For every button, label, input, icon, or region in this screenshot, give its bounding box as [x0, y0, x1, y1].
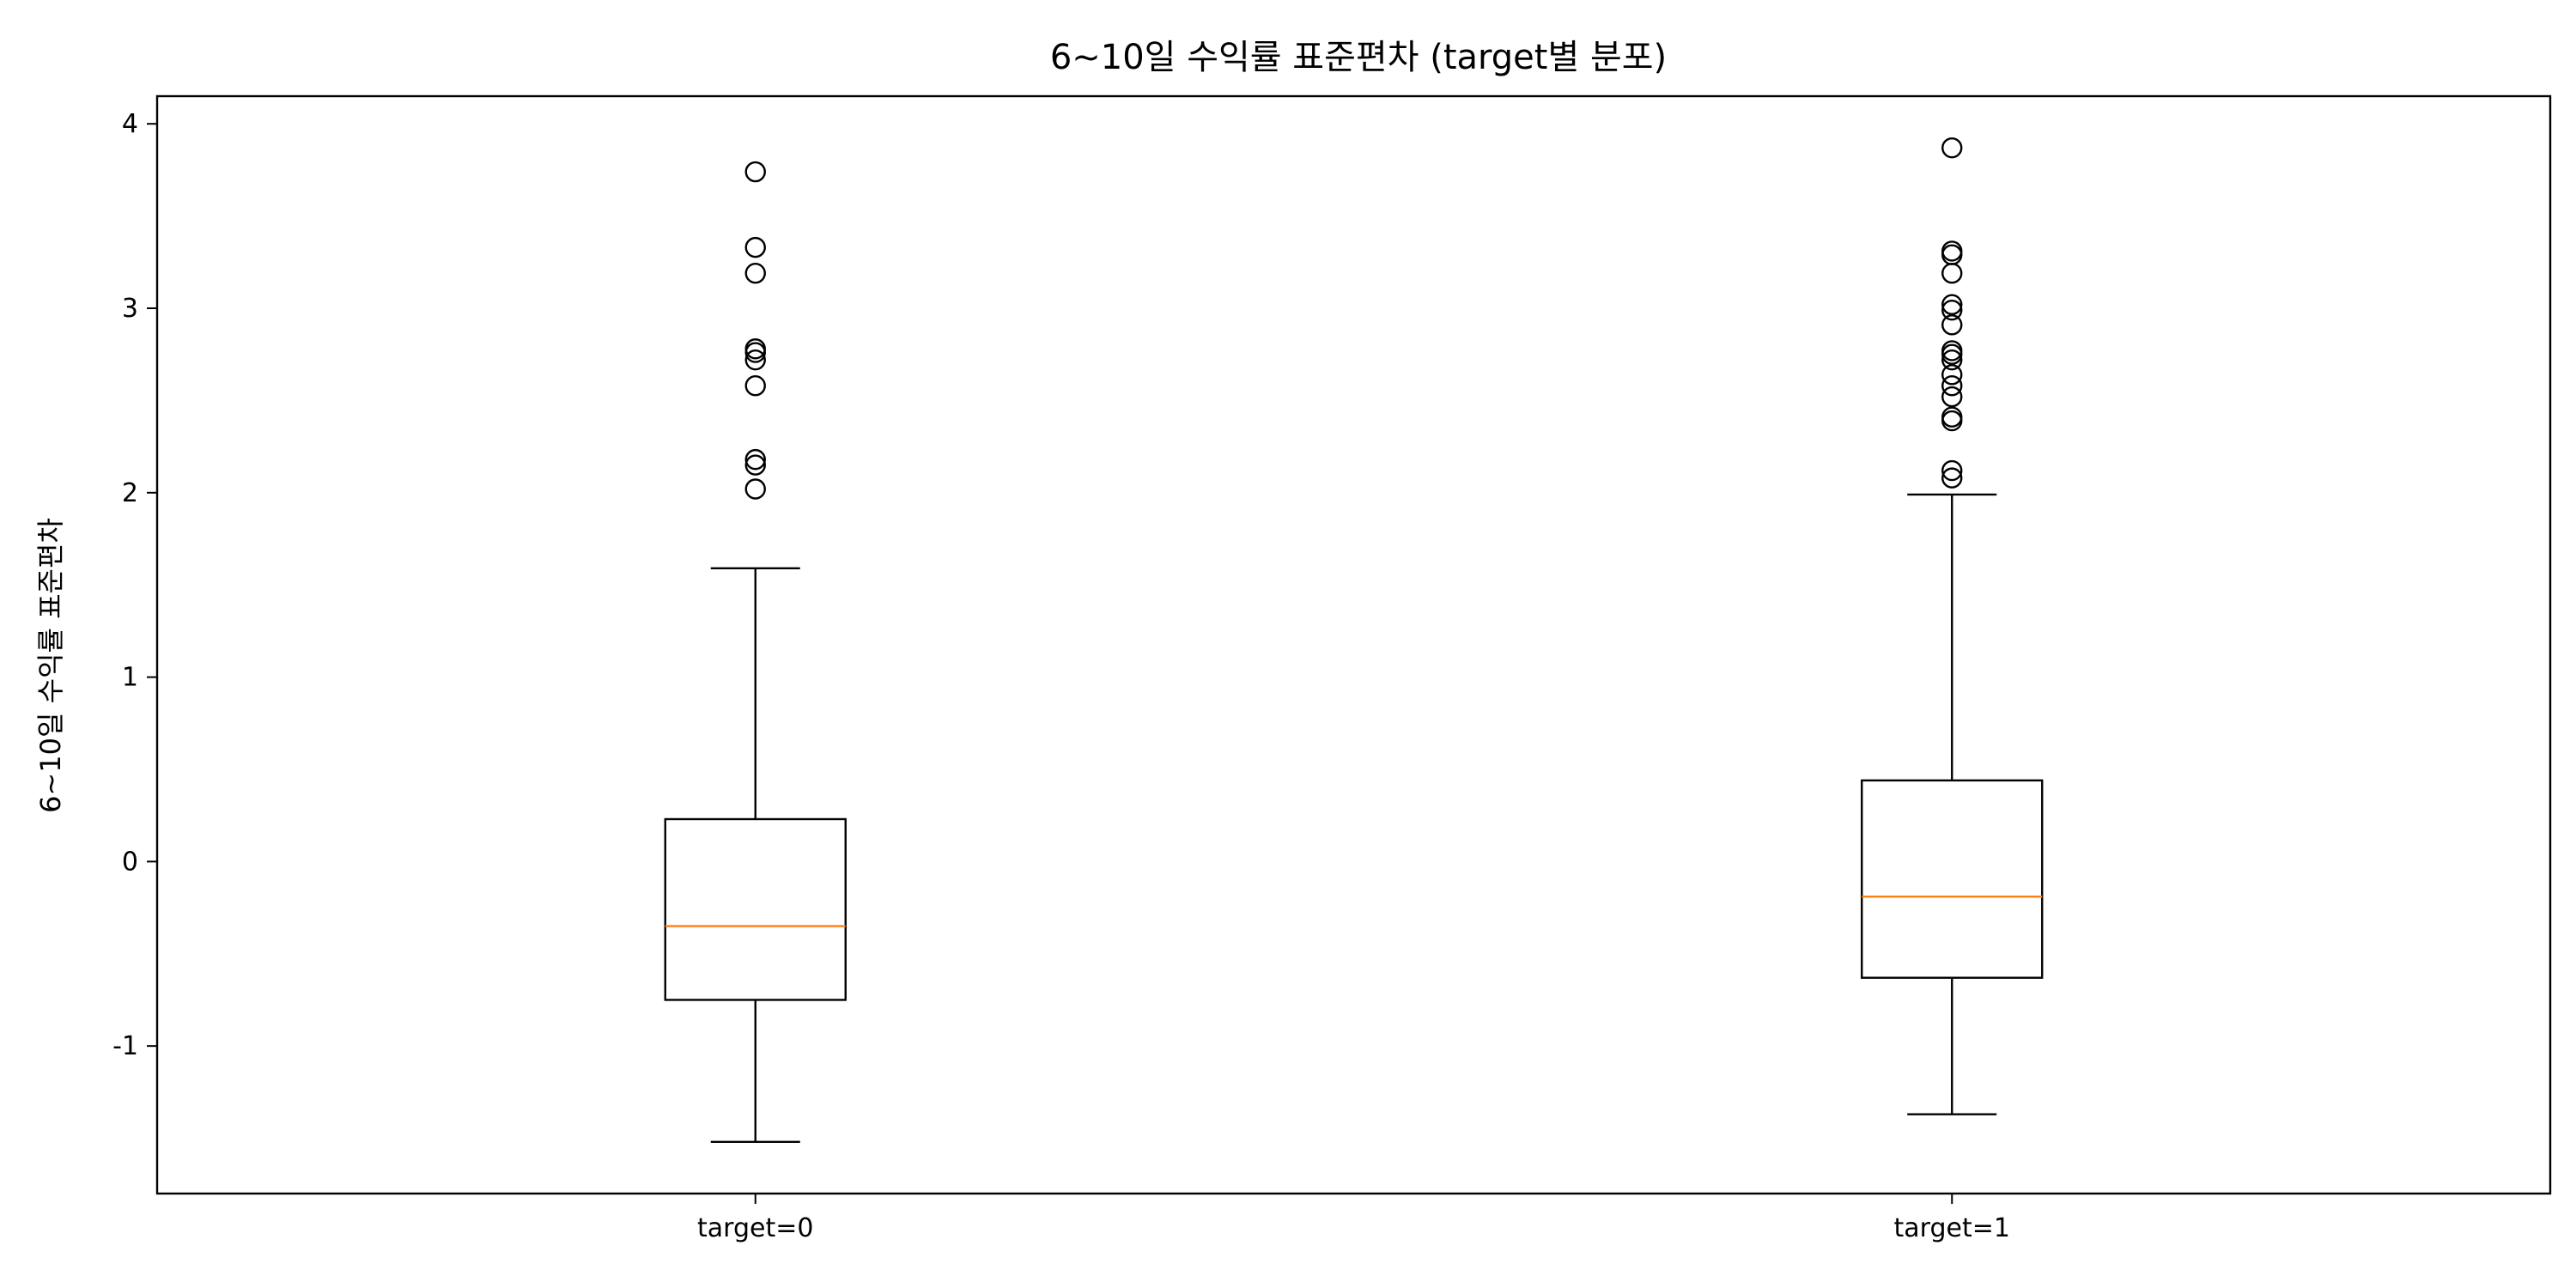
- outlier-point: [744, 338, 766, 360]
- outlier-point: [744, 161, 766, 183]
- y-tick-label: 4: [122, 109, 138, 139]
- outlier-point: [744, 236, 766, 258]
- x-tick-label: target=1: [1894, 1213, 2010, 1243]
- outlier-point: [1941, 349, 1963, 371]
- y-axis-label: 6~10일 수익률 표준편차: [34, 518, 67, 813]
- outlier-point: [1941, 375, 1963, 397]
- outlier-point: [1941, 467, 1963, 489]
- chart-marks: -1 0 1 2 3 4 target=0 target=1: [112, 109, 2044, 1243]
- outlier-point: [744, 454, 766, 476]
- outlier-point: [1941, 137, 1963, 159]
- outlier-point: [744, 448, 766, 471]
- outlier-point: [1941, 240, 1963, 262]
- outlier-point: [1941, 340, 1963, 361]
- y-tick-label: 3: [122, 294, 138, 324]
- y-tick-label: 0: [122, 847, 138, 877]
- outlier-point: [744, 262, 766, 284]
- y-tick-label: -1: [112, 1031, 138, 1061]
- outlier-point: [1941, 262, 1963, 284]
- outlier-point: [744, 375, 766, 397]
- iqr-box: [1861, 779, 2044, 979]
- y-tick-label: 2: [122, 478, 138, 508]
- outlier-point: [744, 478, 766, 500]
- outlier-point: [1941, 314, 1963, 336]
- outlier-point: [1941, 299, 1963, 321]
- outlier-point: [744, 349, 766, 371]
- plot-area-frame: [155, 94, 2552, 1195]
- outlier-point: [1941, 459, 1963, 482]
- x-tick-label: target=0: [697, 1213, 813, 1243]
- outlier-point: [1941, 294, 1963, 315]
- y-tick-label: 1: [122, 663, 138, 693]
- outlier-point: [1941, 406, 1963, 428]
- outlier-point: [1941, 364, 1963, 386]
- chart-title: 6~10일 수익률 표준편차 (target별 분포): [1050, 38, 1667, 77]
- outlier-point: [1941, 386, 1963, 408]
- iqr-box: [664, 817, 847, 1001]
